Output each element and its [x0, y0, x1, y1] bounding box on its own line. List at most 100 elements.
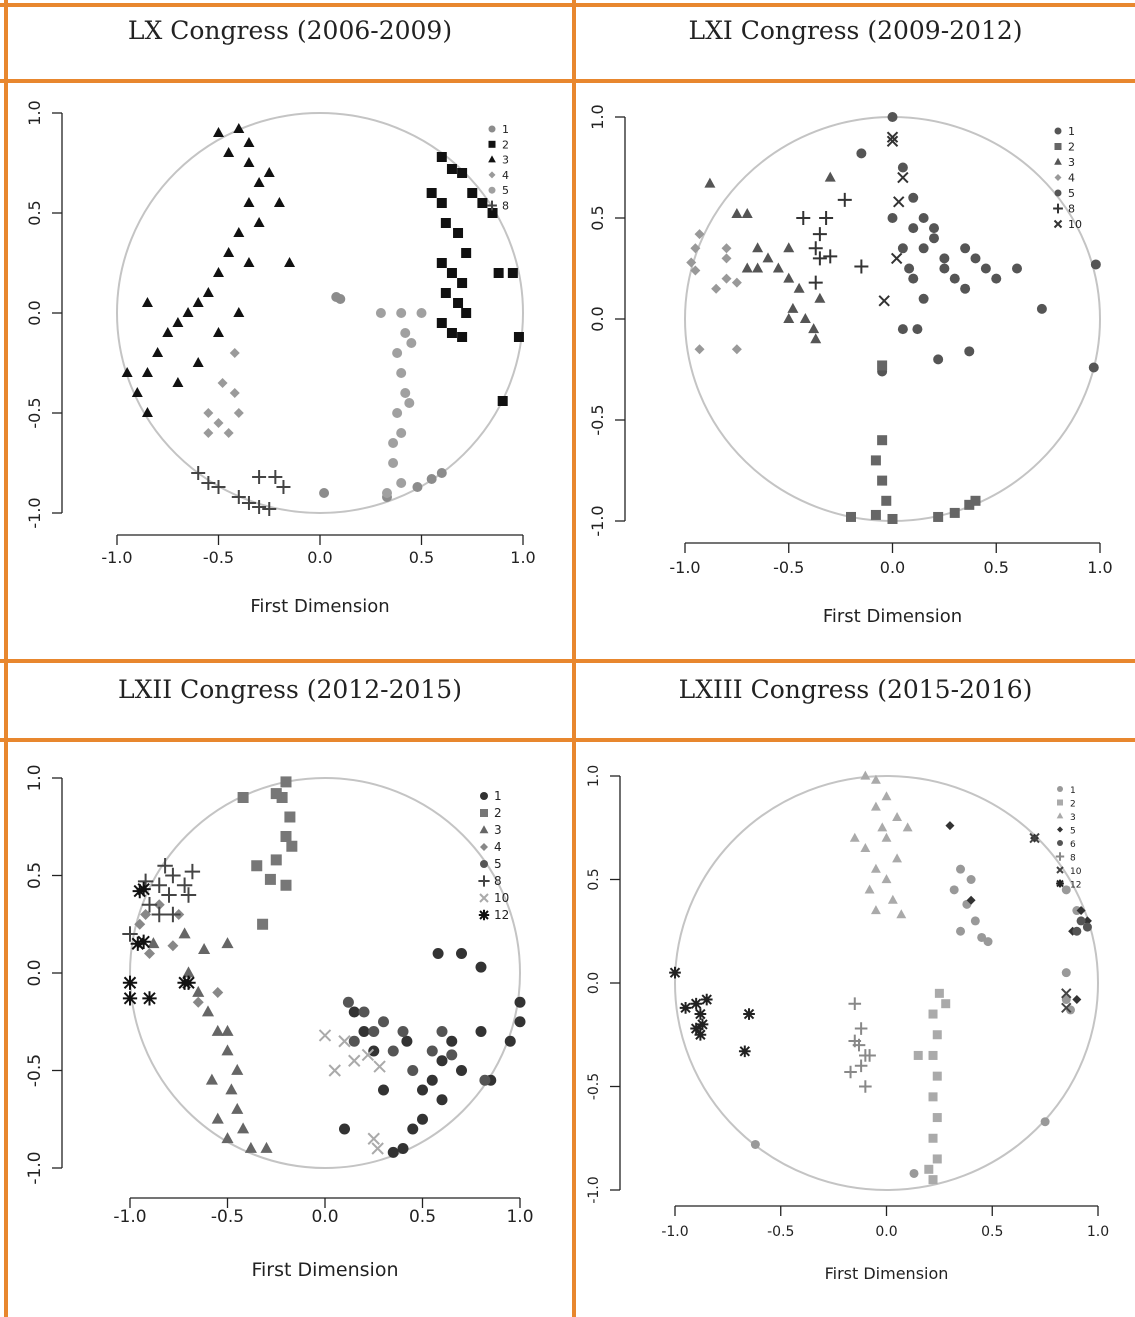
- data-point: [475, 961, 487, 973]
- y-tick-label: 0.0: [586, 972, 602, 994]
- data-point: [977, 932, 987, 942]
- data-point: [243, 157, 255, 167]
- data-point: [221, 1132, 234, 1144]
- data-point: [731, 344, 742, 355]
- data-point: [849, 832, 860, 842]
- legend-label: 1: [502, 123, 509, 136]
- data-point: [456, 948, 467, 959]
- legend-marker: [1055, 852, 1065, 861]
- x-axis-label: First Dimension: [823, 606, 962, 627]
- data-point: [897, 243, 908, 254]
- panel-title-lx: LX Congress (2006-2009): [127, 16, 453, 45]
- data-point: [446, 268, 457, 278]
- data-point: [284, 257, 296, 267]
- data-point: [136, 934, 151, 949]
- data-point: [172, 317, 184, 327]
- legend-label: 1: [1068, 125, 1075, 138]
- data-point: [932, 1071, 942, 1081]
- x-tick-label: -1.0: [669, 558, 700, 577]
- data-point: [161, 887, 177, 903]
- x-tick-label: 0.0: [311, 1207, 338, 1227]
- data-point: [361, 1048, 375, 1062]
- data-point: [799, 313, 811, 323]
- data-point: [223, 428, 234, 438]
- data-point: [144, 948, 155, 959]
- data-point: [1088, 362, 1099, 373]
- data-point: [426, 474, 437, 484]
- data-point: [162, 327, 174, 337]
- data-point: [933, 354, 944, 365]
- data-point: [273, 197, 285, 207]
- data-point: [280, 879, 292, 891]
- data-point: [878, 295, 890, 307]
- data-point: [426, 188, 437, 198]
- grid-border-top: [0, 3, 1135, 7]
- data-point: [949, 507, 960, 518]
- data-point: [908, 223, 919, 234]
- data-point: [237, 792, 249, 803]
- data-point: [932, 1030, 942, 1040]
- data-point: [375, 308, 386, 318]
- data-point: [184, 863, 201, 880]
- legend-marker: [478, 875, 490, 887]
- data-point: [213, 327, 224, 337]
- data-point: [783, 313, 795, 323]
- data-point: [167, 940, 179, 952]
- data-point: [205, 1073, 218, 1085]
- data-point: [440, 218, 451, 228]
- data-point: [367, 1132, 380, 1145]
- data-point: [141, 297, 153, 307]
- data-point: [1072, 995, 1082, 1005]
- x-tick-label: 0.5: [984, 558, 1009, 577]
- data-point: [252, 500, 267, 514]
- panel-title-lxi: LXI Congress (2009-2012): [688, 16, 1023, 45]
- data-point: [1061, 968, 1071, 978]
- legend-label: 6: [1070, 840, 1076, 850]
- data-point: [945, 821, 955, 831]
- data-point: [877, 435, 888, 446]
- legend-marker: [1056, 879, 1064, 888]
- data-point: [924, 1164, 934, 1174]
- data-point: [808, 323, 820, 334]
- data-point: [812, 227, 827, 242]
- data-point: [457, 332, 468, 342]
- data-point: [152, 347, 164, 357]
- legend-marker: [488, 155, 496, 163]
- data-point: [335, 294, 346, 304]
- data-point: [211, 480, 226, 494]
- data-point: [750, 1139, 760, 1149]
- data-point: [860, 843, 871, 853]
- data-point: [253, 177, 265, 187]
- data-point: [252, 470, 267, 484]
- legend-label: 3: [494, 823, 502, 837]
- data-point: [966, 875, 976, 884]
- y-tick-label: -0.5: [25, 397, 44, 428]
- data-point: [860, 770, 871, 780]
- data-point: [151, 906, 167, 923]
- x-tick-label: -0.5: [773, 558, 804, 577]
- data-point: [823, 249, 838, 264]
- data-point: [991, 273, 1002, 284]
- data-point: [904, 263, 915, 274]
- scatter-plot-lxiii: -1.0 -0.5 0.0 0.5 1.0 -1.0 -0.5 0.0 0.5 1.0 First …: [586, 765, 1109, 1283]
- scatter-plot-lx: -1.0 -0.5 0.0 0.5 1.0 -1.0 -0.5 0.0 0.5 1.0 First …: [25, 100, 536, 617]
- data-point: [244, 1141, 257, 1153]
- data-point: [870, 455, 881, 466]
- data-point: [887, 213, 898, 223]
- data-point: [1012, 263, 1022, 274]
- data-point: [752, 242, 764, 253]
- data-point: [406, 338, 417, 348]
- data-point: [392, 348, 403, 358]
- data-point: [182, 966, 195, 978]
- data-point: [819, 211, 834, 225]
- y-tick-label: 1.0: [25, 764, 45, 791]
- data-point: [929, 223, 939, 234]
- data-point: [211, 1024, 224, 1036]
- reference-circle: [674, 775, 1099, 1191]
- x-tick-label: 1.0: [510, 548, 535, 567]
- data-point: [932, 1154, 942, 1164]
- y-tick-label: -0.5: [25, 1054, 45, 1087]
- data-point: [970, 495, 981, 506]
- data-point: [743, 1008, 755, 1020]
- x-tick-label: 0.0: [880, 558, 905, 577]
